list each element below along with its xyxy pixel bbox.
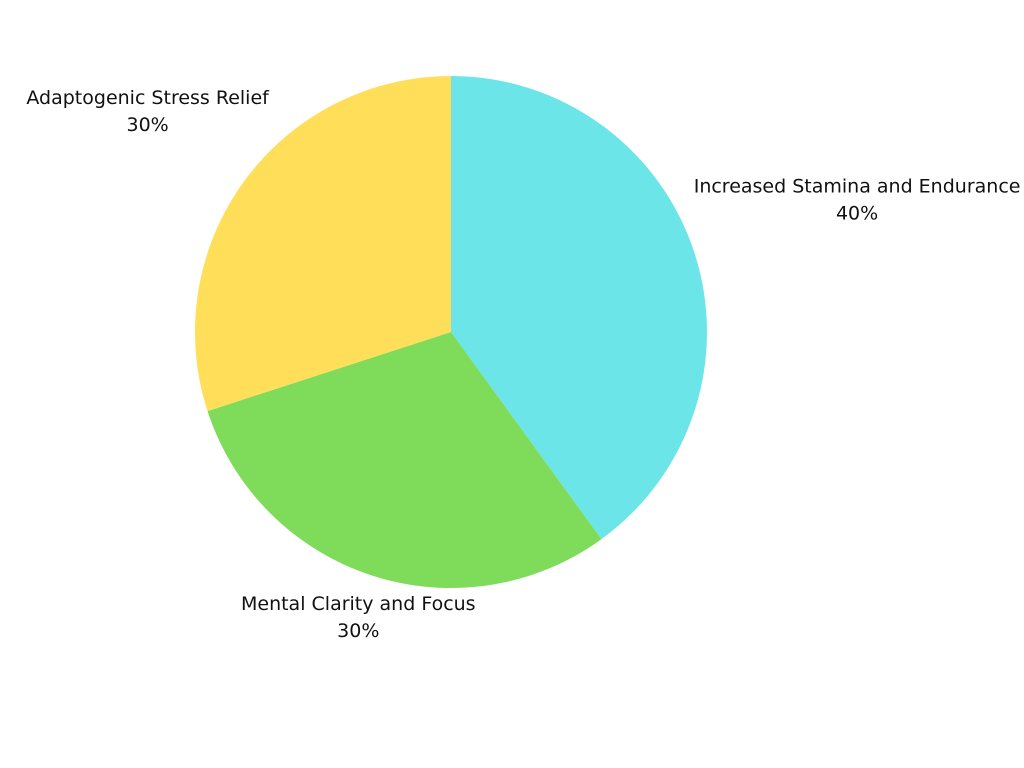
slice-value-label: 40%: [836, 203, 878, 225]
pie-slice: [194, 76, 451, 412]
pie-slice: [207, 332, 602, 588]
slice-label: Adaptogenic Stress Relief: [26, 87, 270, 109]
slice-value-label: 30%: [337, 620, 379, 642]
slice-label: Mental Clarity and Focus: [241, 593, 476, 615]
pie-slice: [451, 76, 707, 540]
slice-value-label: 30%: [127, 114, 169, 136]
slice-label: Increased Stamina and Endurance: [694, 176, 1021, 198]
